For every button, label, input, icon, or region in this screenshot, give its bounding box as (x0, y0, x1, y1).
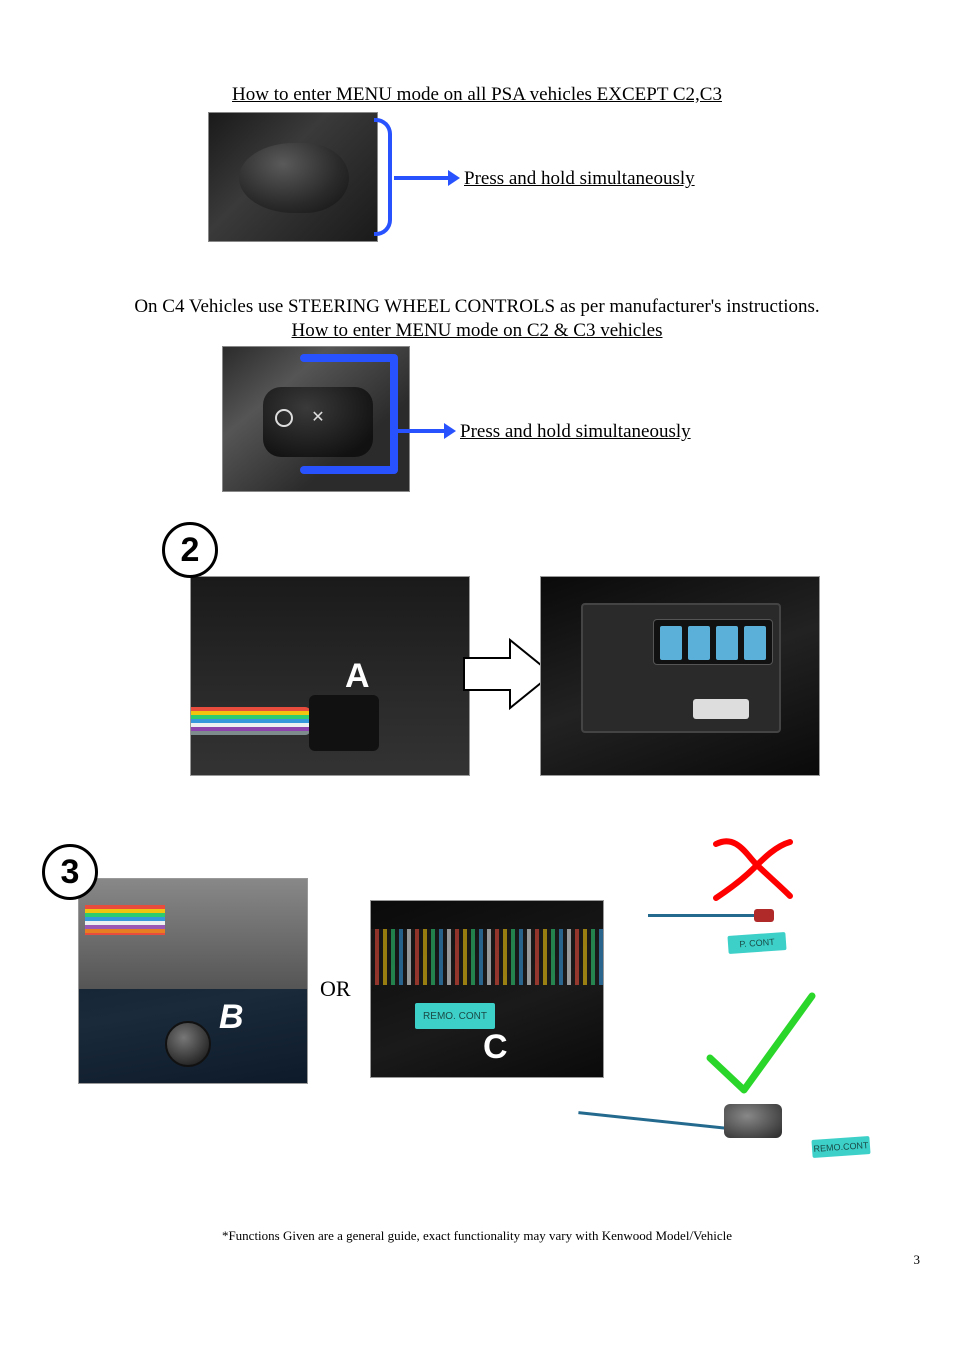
step2-photo-connector: A (190, 576, 470, 776)
socket-slot (660, 626, 682, 660)
step3-photo-b: B (78, 878, 308, 1084)
section2-callout: Press and hold simultaneously (460, 421, 691, 443)
socket-slot (744, 626, 766, 660)
stalk-graphic (239, 143, 349, 213)
section2-bracket-bot (300, 466, 396, 474)
label-a: A (345, 657, 370, 696)
footnote: *Functions Given are a general guide, ex… (0, 1228, 954, 1244)
iso-socket (653, 619, 773, 665)
wire-tip-graphic (648, 914, 758, 917)
stalk2-mute-icon: ✕ (309, 409, 327, 427)
wires-graphic (371, 929, 603, 985)
c4-instruction-text: On C4 Vehicles use STEERING WHEEL CONTRO… (0, 296, 954, 318)
section1-stalk-photo (208, 112, 378, 242)
remo-cont-tag: REMO. CONT (415, 1003, 495, 1029)
callout-correct: REMO.CONT (648, 986, 878, 1156)
splice-wire (578, 1111, 727, 1130)
pcont-tag: P. CONT (727, 932, 786, 954)
wires-graphic (191, 707, 311, 735)
section2-arrow-head (444, 423, 456, 439)
page: How to enter MENU mode on all PSA vehicl… (0, 0, 954, 1350)
section2-title: How to enter MENU mode on C2 & C3 vehicl… (0, 320, 954, 342)
splice-connector (724, 1104, 782, 1138)
step2-photo-headunit-back (540, 576, 820, 776)
or-text: OR (320, 976, 351, 1002)
step3-photo-c: REMO. CONT C (370, 900, 604, 1078)
round-plug (165, 1021, 211, 1067)
connector-block (309, 695, 379, 751)
section1-arrow-line (394, 176, 450, 180)
section2-bracket-vert (390, 354, 398, 474)
step-2-badge: 2 (162, 522, 218, 578)
check-icon (700, 986, 820, 1106)
socket-slot (716, 626, 738, 660)
label-c: C (483, 1028, 508, 1067)
step-3-badge: 3 (42, 844, 98, 900)
stalk2-graphic: ✕ (263, 387, 373, 457)
page-number: 3 (914, 1252, 921, 1268)
label-b: B (219, 998, 244, 1037)
remo-cont-tag-2: REMO.CONT (811, 1136, 870, 1158)
section1-title: How to enter MENU mode on all PSA vehicl… (0, 84, 954, 106)
section1-arrow-head (448, 170, 460, 186)
section1-bracket (374, 118, 392, 236)
backplate-graphic (581, 603, 781, 733)
section2-arrow-line (398, 429, 446, 433)
cross-icon (706, 834, 798, 906)
mini-port (693, 699, 749, 719)
section1-callout: Press and hold simultaneously (464, 168, 695, 190)
stalk2-circle-icon (275, 409, 293, 427)
socket-slot (688, 626, 710, 660)
callout-wrong: P. CONT (648, 834, 878, 974)
wires-graphic (85, 905, 165, 935)
section2-bracket-top (300, 354, 396, 362)
